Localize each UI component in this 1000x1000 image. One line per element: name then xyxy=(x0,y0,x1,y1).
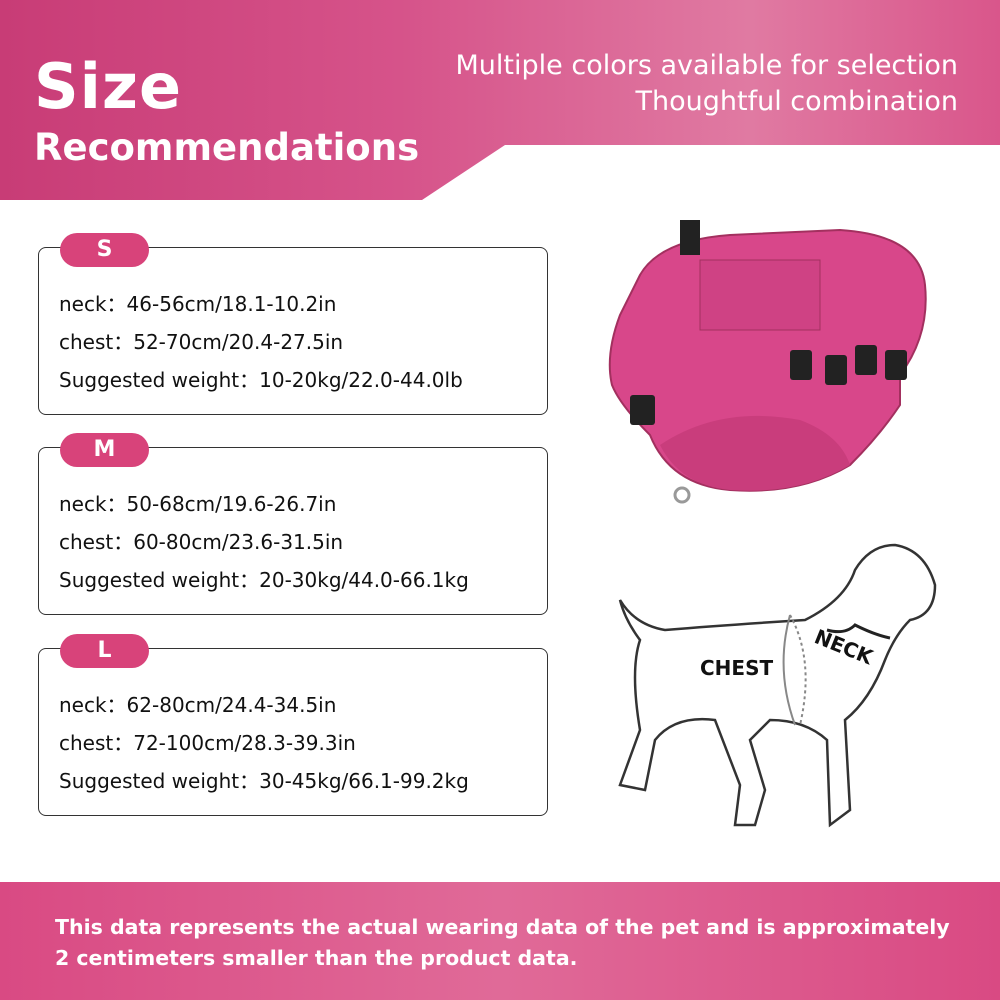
chest-measure: chest：72-100cm/28.3-39.3in xyxy=(59,731,356,755)
size-badge-m: M xyxy=(60,433,149,467)
chest-measure: chest：60-80cm/23.6-31.5in xyxy=(59,530,344,554)
size-badge-s: S xyxy=(60,233,149,267)
header-banner: Size Recommendations Multiple colors ava… xyxy=(0,0,1000,200)
page-subtitle: Recommendations xyxy=(34,126,420,169)
chest-label: CHEST xyxy=(700,656,773,680)
weight-range: Suggested weight：10-20kg/22.0-44.0lb xyxy=(59,368,463,392)
dog-measurement-diagram: CHEST NECK xyxy=(618,543,937,828)
tagline-colors: Multiple colors available for selection xyxy=(455,50,958,81)
weight-range: Suggested weight：20-30kg/44.0-66.1kg xyxy=(59,568,469,592)
size-card-l: neck：62-80cm/24.4-34.5in chest：72-100cm/… xyxy=(38,648,548,816)
tagline-combination: Thoughtful combination xyxy=(635,86,958,117)
neck-measure: neck：46-56cm/18.1-10.2in xyxy=(59,292,337,316)
neck-measure: neck：50-68cm/19.6-26.7in xyxy=(59,492,337,516)
weight-range: Suggested weight：30-45kg/66.1-99.2kg xyxy=(59,769,469,793)
banner-background xyxy=(0,0,1000,200)
size-card-m: neck：50-68cm/19.6-26.7in chest：60-80cm/2… xyxy=(38,447,548,615)
footer-note: This data represents the actual wearing … xyxy=(55,915,950,970)
size-card-s: neck：46-56cm/18.1-10.2in chest：52-70cm/2… xyxy=(38,247,548,415)
size-badge-l: L xyxy=(60,634,149,668)
page-title: Size xyxy=(34,50,183,123)
footer-banner: This data represents the actual wearing … xyxy=(0,882,1000,1000)
harness-product-image xyxy=(608,220,927,504)
neck-measure: neck：62-80cm/24.4-34.5in xyxy=(59,693,337,717)
chest-measure: chest：52-70cm/20.4-27.5in xyxy=(59,330,344,354)
